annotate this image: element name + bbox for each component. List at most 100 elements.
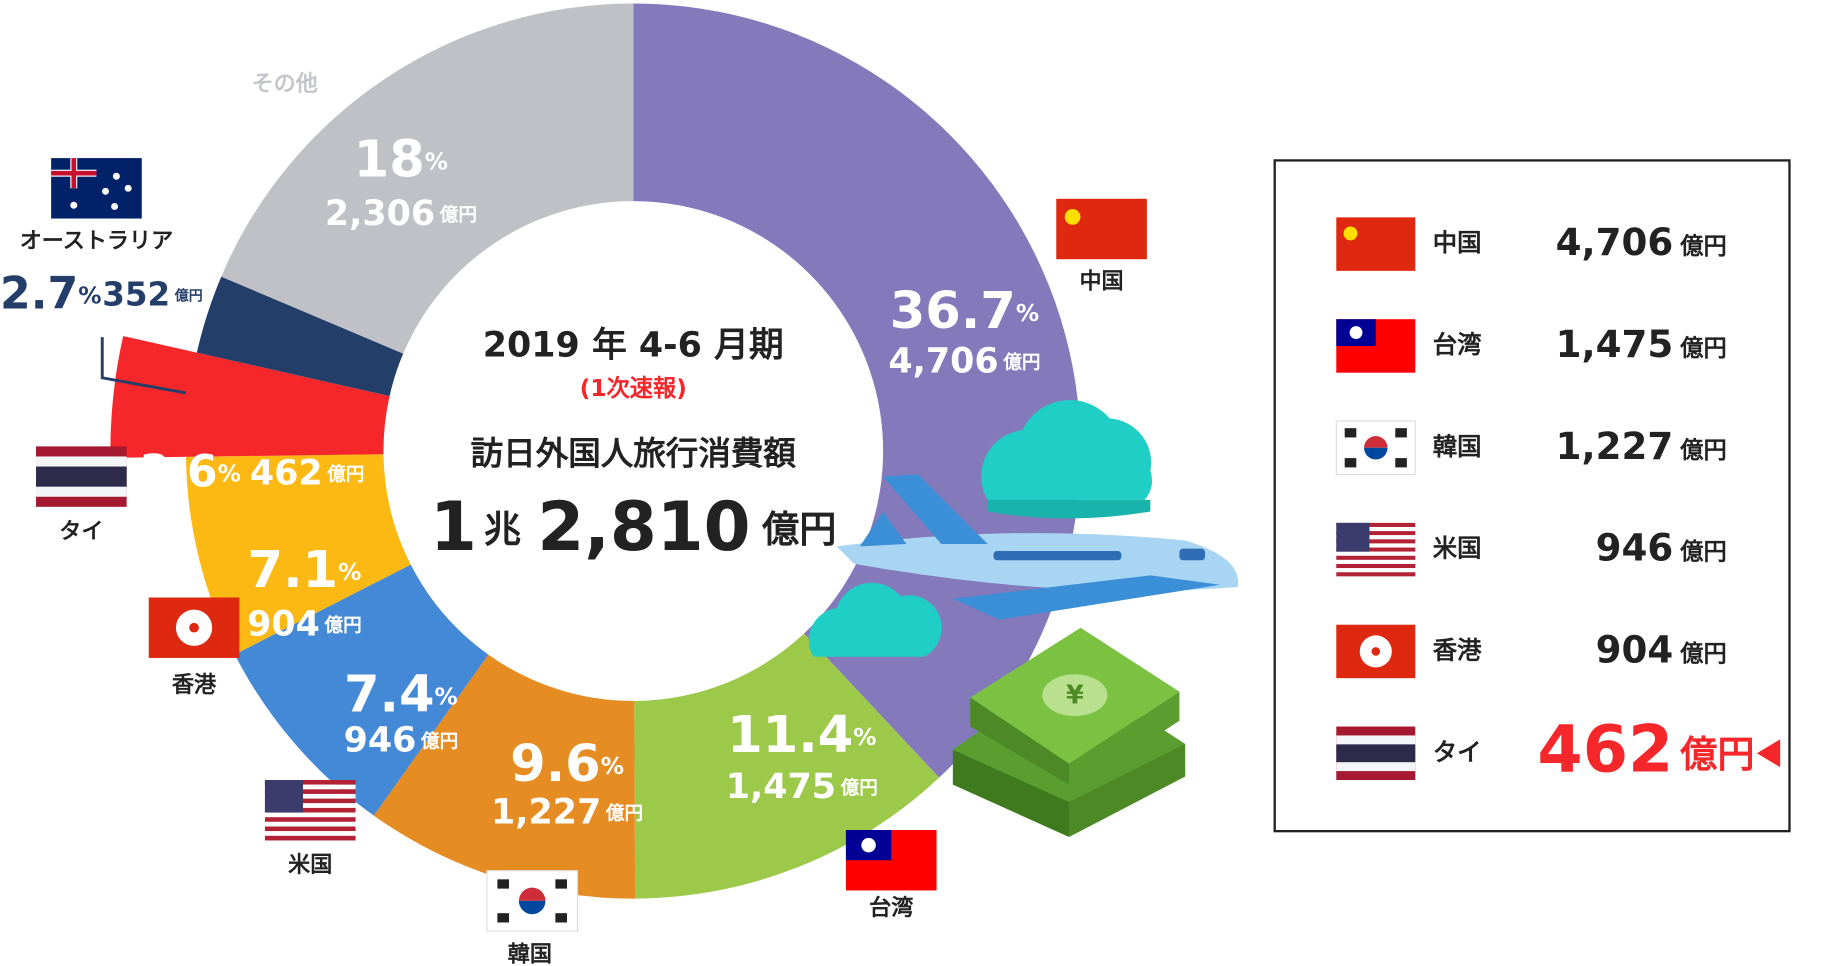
total-part: 1	[430, 487, 477, 566]
amount-unit: 億円	[324, 614, 362, 636]
category-label: タイ	[59, 519, 103, 544]
legend-value: 4,706	[1556, 220, 1674, 264]
legend-amount: 4,706	[1556, 220, 1674, 264]
chart-subtitle: (1次速報)	[580, 375, 687, 402]
percent-value: 18	[354, 131, 425, 190]
amount-label: 2,306 億円	[325, 194, 477, 234]
amount-label: 4,706 億円	[888, 342, 1040, 382]
flag-part	[111, 202, 119, 210]
flag-part	[1349, 326, 1363, 339]
category-label: オーストラリア	[20, 229, 173, 254]
percent-label: 3.6%	[139, 446, 240, 497]
flag-part	[1336, 522, 1416, 527]
flag-part	[102, 187, 109, 195]
flag-part	[70, 201, 78, 209]
amount-value: 946	[344, 721, 417, 761]
flag-part	[264, 821, 356, 827]
legend-amount: 1,227	[1556, 423, 1674, 467]
flag-part	[1064, 209, 1081, 225]
amount-value: 904	[247, 604, 320, 644]
amount-unit: 億円	[420, 730, 458, 752]
percent-unit: %	[218, 460, 241, 487]
percent-value: 11.4	[727, 706, 853, 765]
flag-part	[1336, 559, 1416, 565]
legend-box	[1273, 159, 1791, 833]
percent-unit: %	[853, 724, 876, 751]
flag-part	[36, 466, 127, 487]
legend-unit: 億円	[1679, 335, 1726, 362]
flag-part	[1364, 436, 1388, 448]
flag-part	[124, 184, 132, 192]
flag	[1335, 420, 1416, 476]
legend-value: 462	[1537, 712, 1673, 787]
percent-value: 2.7	[0, 268, 78, 319]
category-label: 韓国	[508, 942, 552, 966]
flag-part	[1336, 522, 1370, 552]
category-label: その他	[252, 72, 318, 97]
slice	[234, 564, 489, 816]
flag-part	[264, 789, 356, 794]
amount-unit: 億円	[439, 204, 477, 226]
percent-label: 11.4%	[727, 706, 876, 765]
amount-unit: 億円	[326, 463, 364, 485]
slice	[185, 454, 411, 655]
category-label: 中国	[1079, 269, 1123, 294]
legend-unit: 億円	[1679, 233, 1726, 260]
flag-part	[1336, 535, 1416, 540]
flag-part	[497, 913, 509, 923]
slice	[373, 654, 636, 899]
flag	[1336, 726, 1416, 781]
percent-label: 36.7%	[890, 282, 1039, 341]
category-label: 米国	[288, 853, 332, 878]
legend-unit: 億円	[1679, 539, 1726, 566]
flag-part	[264, 793, 356, 799]
legend-amount: 462	[1537, 712, 1673, 787]
flag-part	[112, 172, 120, 180]
amount-unit: 億円	[605, 802, 643, 824]
amount-label: 1,475 億円	[726, 767, 878, 807]
amount-value: 2,306	[325, 194, 435, 234]
percent-value: 7.1	[248, 541, 339, 600]
flag-part	[264, 831, 356, 836]
percent-value: 36.7	[890, 282, 1016, 341]
leader-line	[100, 337, 187, 395]
flag	[1336, 319, 1416, 373]
total-part: 億円	[761, 507, 836, 551]
svg-text:¥: ¥	[1066, 680, 1084, 710]
flag-part	[518, 900, 546, 915]
flag-part	[264, 780, 304, 813]
amount-unit: 億円	[840, 777, 878, 799]
flag-part	[555, 879, 568, 889]
flag	[264, 780, 356, 841]
flag	[845, 829, 937, 891]
legend-label: 中国	[1433, 228, 1482, 257]
percent-value: 7.4	[344, 665, 435, 724]
amount-label: 462 億円	[250, 453, 365, 493]
percent-unit: %	[78, 282, 101, 309]
flag-part	[264, 817, 356, 822]
amount-value: 352	[102, 275, 170, 313]
chart-title: 2019 年 4-6 月期	[483, 325, 784, 365]
flag-part	[189, 622, 199, 633]
flag-part	[1395, 428, 1407, 438]
percent-value: 3.6	[139, 446, 217, 497]
flag-part	[1336, 547, 1416, 552]
legend-label: 韓国	[1433, 432, 1482, 461]
flag	[1336, 522, 1416, 577]
flag-part	[71, 158, 77, 189]
flag-part	[264, 835, 356, 841]
flag-part	[1336, 572, 1416, 577]
flag	[486, 870, 579, 932]
amount-unit: 億円	[1002, 351, 1040, 373]
flag-part	[1343, 226, 1358, 241]
legend-unit: 億円	[1679, 732, 1754, 776]
legend-value: 904	[1596, 627, 1674, 671]
percent-label: 2.7%	[0, 268, 101, 319]
legend-value: 1,227	[1556, 423, 1674, 467]
amount-label: 352 億円	[102, 275, 202, 313]
slice	[110, 336, 390, 458]
flag-part	[264, 798, 356, 804]
